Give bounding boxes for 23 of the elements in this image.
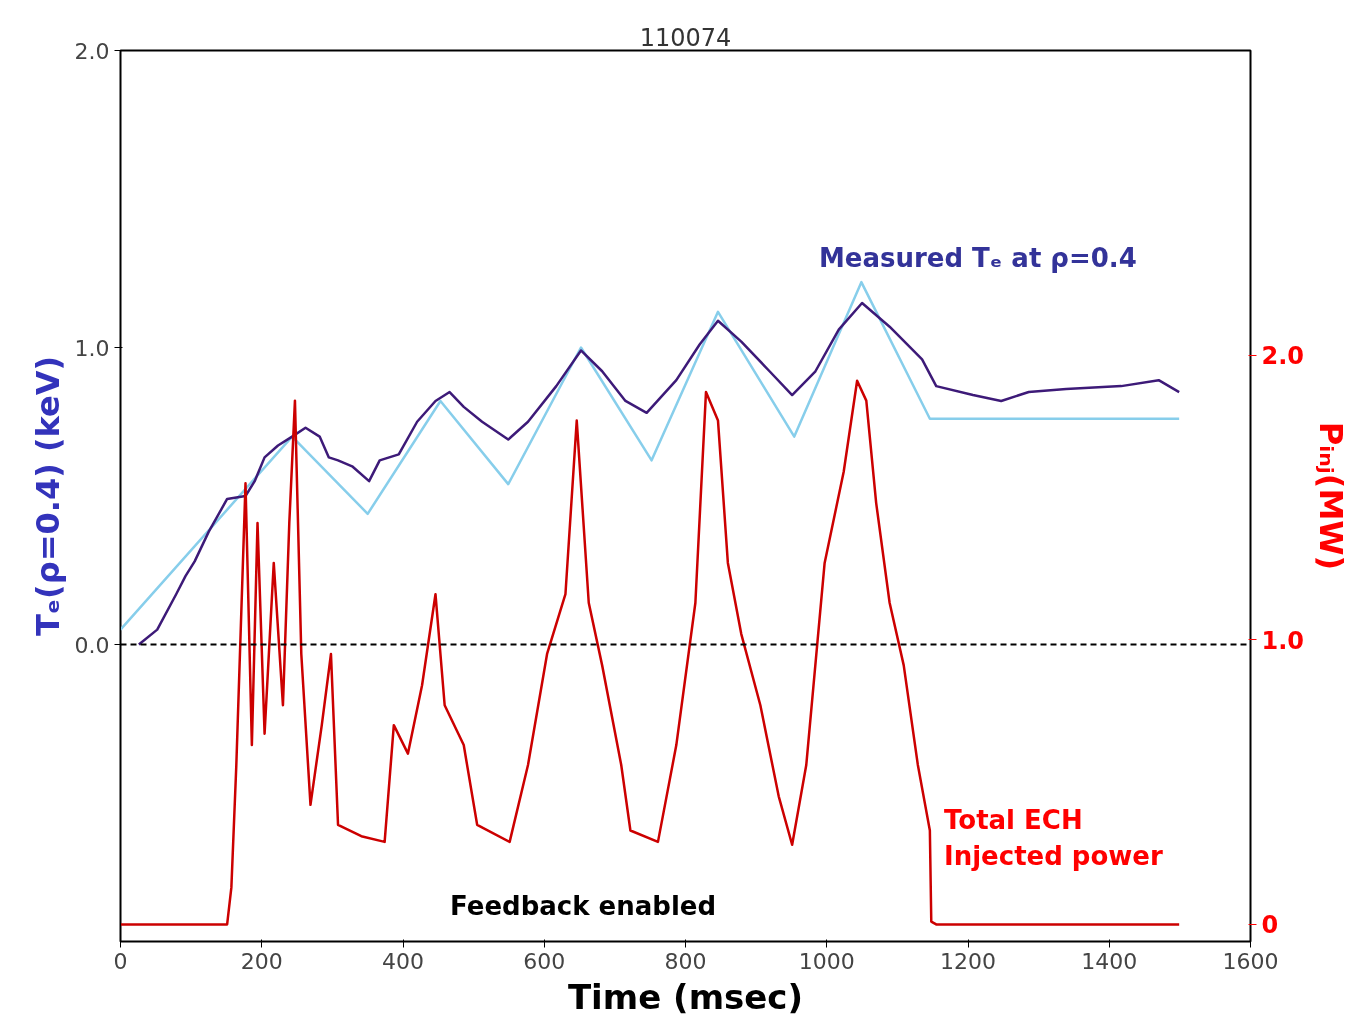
x-tick-label: 1400 — [1081, 948, 1138, 974]
x-tick-label: 0 — [113, 948, 128, 974]
x-tick-label: 200 — [240, 948, 283, 974]
y2-tick-label: 2.0 — [1261, 342, 1305, 371]
x-tick-label: 800 — [664, 948, 707, 974]
y-axis-title: Tₑ(ρ=0.4) (keV) — [28, 355, 67, 637]
y-tick-label: 0.0 — [74, 632, 110, 658]
x-tick-label: 400 — [382, 948, 424, 974]
y2-tick-label: 1.0 — [1261, 626, 1305, 655]
y-tick-label: 2.0 — [74, 38, 110, 64]
x-tick-label: 1600 — [1222, 948, 1279, 974]
annotation: Total ECH Injected power — [943, 804, 1163, 871]
y2-tick-label: 0 — [1261, 911, 1279, 940]
line-series — [120, 379, 1181, 926]
y2-axis-title: Pᵢₙⱼ(MW) — [1312, 421, 1351, 571]
x-tick-label: 600 — [523, 948, 566, 974]
x-axis-title: Time (msec) — [567, 976, 804, 1017]
annotation: Feedback enabled — [450, 890, 717, 921]
annotation: Measured Tₑ at ρ=0.4 — [818, 243, 1137, 274]
x-tick-label: 1200 — [940, 948, 997, 974]
y-tick-label: 1.0 — [74, 335, 110, 361]
chart-title: 110074 — [639, 23, 732, 52]
x-tick-label: 1000 — [798, 948, 855, 974]
